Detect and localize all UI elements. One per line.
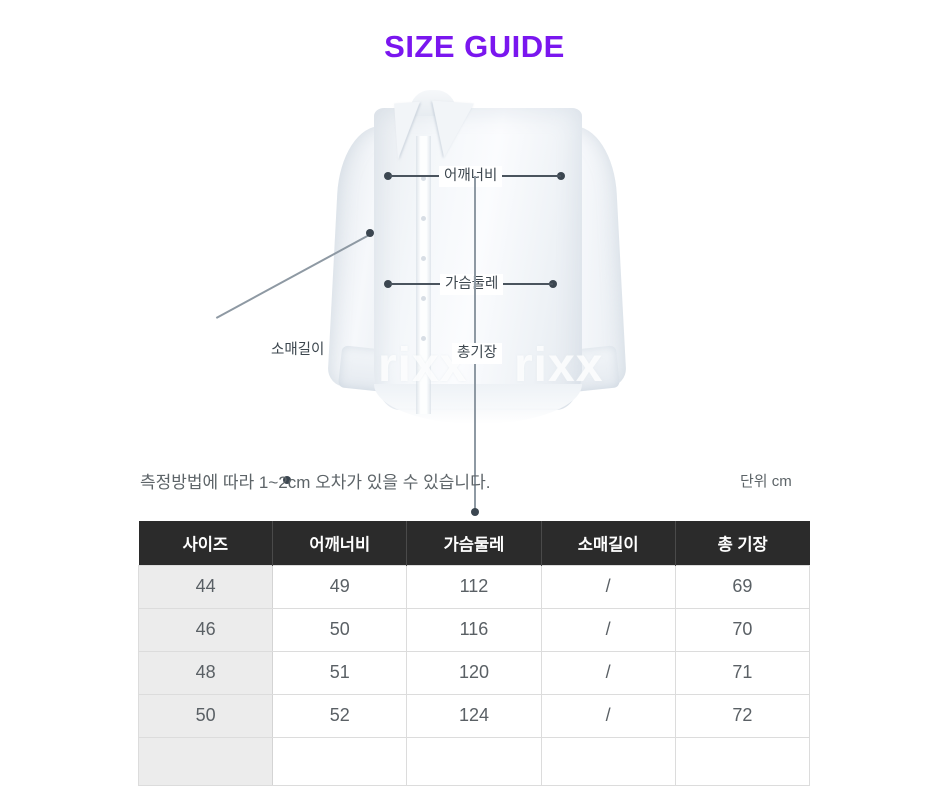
shirt-button	[421, 176, 426, 182]
measurement-note: 측정방법에 따라 1~2cm 오차가 있을 수 있습니다.	[140, 473, 491, 493]
table-row: 48 51 120 / 71	[137, 650, 811, 695]
chest-girth-label: 가슴둘레	[440, 274, 504, 295]
cell-shoulder: 50	[272, 607, 408, 652]
column-header-size: 사이즈	[138, 521, 274, 565]
shirt-button	[421, 216, 426, 222]
cell-length: 70	[674, 607, 811, 652]
chest-endpoint-left-dot	[384, 280, 392, 289]
shirt-button	[421, 256, 426, 262]
page-title: SIZE GUIDE	[384, 29, 565, 64]
sleeve-endpoint-bottom-dot	[283, 476, 291, 485]
cell-chest	[406, 736, 542, 786]
cell-size: 50	[137, 693, 274, 738]
cell-shoulder: 51	[272, 650, 408, 695]
unit-label: 단위 cm	[740, 473, 792, 491]
total-length-endpoint-dot	[471, 508, 479, 517]
cell-size: 46	[137, 607, 274, 652]
shirt-illustration: rixx rixx	[318, 80, 638, 425]
shoulder-endpoint-right-dot	[557, 172, 565, 181]
shirt-measurement-diagram: rixx rixx 어깨너비 가슴둘레 총기장 소매길이	[0, 72, 949, 517]
cell-chest: 116	[406, 607, 542, 652]
column-header-sleeve: 소매길이	[540, 521, 676, 565]
column-header-length: 총 기장	[674, 521, 810, 565]
shirt-collar-right	[428, 100, 474, 160]
cell-length	[674, 736, 811, 786]
size-table: 사이즈 어깨너비 가슴둘레 소매길이 총 기장 44 49 112 / 69 4…	[137, 521, 811, 786]
chest-endpoint-right-dot	[549, 280, 557, 289]
table-row-empty	[137, 736, 811, 786]
cell-length: 69	[674, 564, 811, 609]
shoulder-width-label: 어깨너비	[439, 166, 503, 187]
cell-size: 44	[137, 564, 274, 609]
table-row: 44 49 112 / 69	[137, 564, 811, 609]
cell-chest: 112	[406, 564, 542, 609]
total-length-label: 총기장	[452, 343, 503, 364]
cell-shoulder	[272, 736, 408, 786]
table-row: 50 52 124 / 72	[137, 693, 811, 738]
cell-shoulder: 49	[272, 564, 408, 609]
sleeve-endpoint-top-dot	[366, 229, 374, 238]
table-row: 46 50 116 / 70	[137, 607, 811, 652]
shoulder-endpoint-left-dot	[384, 172, 392, 181]
cell-length: 71	[674, 650, 811, 695]
cell-shoulder: 52	[272, 693, 408, 738]
cell-sleeve: /	[540, 607, 676, 652]
cell-sleeve: /	[540, 650, 676, 695]
column-header-chest: 가슴둘레	[406, 521, 542, 565]
cell-chest: 120	[406, 650, 542, 695]
shirt-button	[421, 296, 426, 302]
cell-size: 48	[137, 650, 274, 695]
notes-row: 측정방법에 따라 1~2cm 오차가 있을 수 있습니다. 단위 cm	[0, 468, 949, 502]
sleeve-length-label: 소매길이	[271, 342, 325, 359]
shirt-collar-band	[410, 90, 456, 117]
cell-sleeve: /	[540, 564, 676, 609]
cell-length: 72	[674, 693, 811, 738]
table-header-row: 사이즈 어깨너비 가슴둘레 소매길이 총 기장	[138, 521, 810, 565]
shirt-button	[421, 336, 426, 342]
column-header-shoulder: 어깨너비	[272, 521, 408, 565]
cell-sleeve	[540, 736, 676, 786]
cell-sleeve: /	[540, 693, 676, 738]
cell-chest: 124	[406, 693, 542, 738]
cell-size	[137, 736, 274, 786]
shirt-placket	[416, 136, 431, 415]
